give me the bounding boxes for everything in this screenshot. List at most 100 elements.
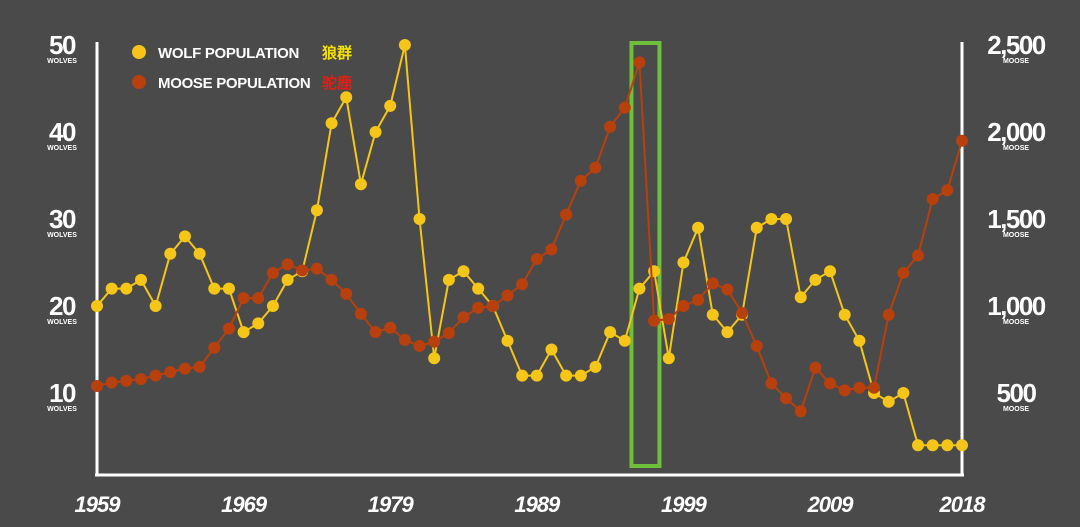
data-point (281, 258, 294, 271)
y-unit-label: WOLVES (47, 406, 77, 413)
x-tick-label: 1989 (514, 492, 561, 517)
data-point (780, 213, 793, 225)
data-point (926, 192, 939, 205)
data-point (105, 282, 118, 295)
data-point (442, 273, 455, 286)
data-point (648, 265, 661, 278)
data-point (545, 243, 558, 256)
y-tick-label: 30 (49, 204, 76, 234)
y2-unit-label: MOOSE (1003, 232, 1029, 239)
data-point (589, 161, 602, 174)
x-tick-label: 1999 (661, 492, 708, 517)
data-point (809, 361, 822, 374)
data-point (384, 99, 397, 112)
data-point (912, 439, 925, 452)
data-point (178, 362, 191, 375)
data-point (398, 333, 411, 346)
y2-tick-label: 1,000 (987, 291, 1046, 321)
data-point (706, 277, 719, 290)
data-point (193, 360, 206, 373)
y-tick-label: 40 (49, 117, 76, 147)
data-point (222, 322, 235, 335)
legend-label: MOOSE POPULATION (158, 75, 310, 92)
data-point (618, 334, 631, 347)
data-point (809, 273, 822, 286)
data-point (750, 221, 763, 234)
data-point (134, 373, 147, 386)
data-point (340, 91, 353, 104)
data-point (398, 39, 411, 51)
data-point (296, 264, 309, 277)
data-point (530, 369, 543, 382)
data-point (780, 392, 793, 405)
data-point (897, 266, 910, 279)
data-point (472, 282, 485, 295)
x-tick-label: 2018 (939, 492, 987, 517)
data-point (941, 184, 954, 197)
data-point (457, 311, 470, 324)
data-point (91, 300, 103, 312)
data-point (530, 253, 543, 266)
data-point (677, 256, 690, 269)
data-point (838, 308, 851, 321)
data-point (662, 352, 675, 365)
data-point (604, 326, 617, 339)
y2-unit-label: MOOSE (1003, 58, 1029, 65)
data-point (237, 326, 250, 339)
highlight-box (629, 41, 662, 468)
data-point (956, 439, 968, 452)
y-unit-label: WOLVES (47, 319, 77, 326)
data-point (765, 377, 778, 390)
data-point (413, 340, 426, 353)
data-point (369, 326, 382, 339)
data-point (882, 395, 895, 408)
data-point (501, 289, 514, 302)
y2-tick-label: 1,500 (987, 204, 1046, 234)
data-point (120, 282, 133, 295)
data-point (560, 369, 573, 382)
data-point (560, 208, 573, 221)
data-point (574, 369, 587, 382)
data-point (633, 282, 646, 295)
data-point (193, 247, 206, 260)
data-point (838, 384, 851, 397)
data-point (428, 335, 441, 348)
data-point (222, 282, 235, 295)
data-point (237, 292, 250, 305)
data-point (134, 273, 147, 286)
data-point (340, 287, 353, 300)
data-point (413, 213, 426, 225)
x-tick-label: 1959 (75, 492, 122, 517)
data-point (941, 439, 954, 452)
data-point (486, 300, 499, 312)
data-point (208, 282, 221, 295)
legend-cn-label: 驼鹿 (322, 74, 352, 92)
y2-unit-label: MOOSE (1003, 319, 1029, 326)
data-point (604, 120, 617, 133)
data-point (252, 292, 265, 305)
data-point (662, 313, 675, 326)
data-point (457, 265, 470, 278)
data-point (721, 283, 734, 296)
legend-cn-label: 狼群 (322, 44, 352, 62)
data-point (164, 366, 177, 379)
data-point (677, 300, 690, 312)
data-point (633, 56, 646, 69)
data-point (516, 278, 529, 291)
y-tick-label: 20 (49, 291, 76, 321)
data-point (428, 352, 441, 365)
y-unit-label: WOLVES (47, 145, 77, 152)
data-point (868, 381, 881, 394)
x-tick-label: 1979 (368, 492, 415, 517)
data-point (648, 314, 661, 327)
data-point (882, 308, 895, 321)
legend-marker (132, 45, 146, 59)
y2-tick-label: 2,000 (987, 117, 1046, 147)
data-point (824, 265, 837, 278)
data-point (824, 377, 837, 390)
legend-marker (132, 75, 146, 89)
data-point (853, 381, 866, 394)
data-point (956, 134, 968, 147)
data-point (442, 326, 455, 339)
data-point (926, 439, 939, 452)
